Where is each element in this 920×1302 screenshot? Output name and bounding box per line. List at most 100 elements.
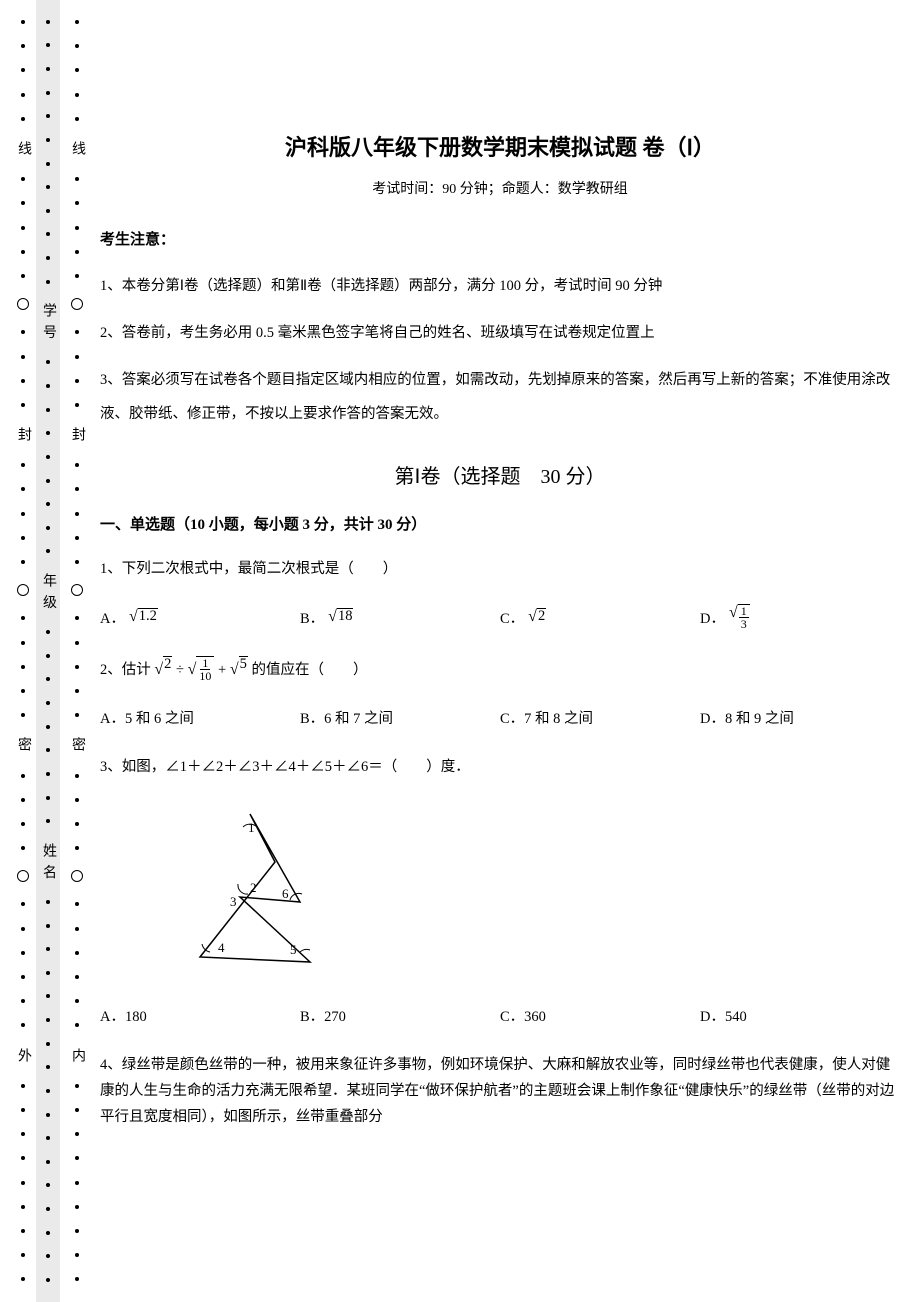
- rail-dot: [75, 665, 79, 669]
- rail-dot: [21, 536, 25, 540]
- rail-dot: [21, 512, 25, 516]
- rail-dot: [75, 379, 79, 383]
- rail-dot: [46, 1231, 50, 1235]
- rail-dot: [46, 91, 50, 95]
- rail-dot: [75, 689, 79, 693]
- rail-label: 线: [13, 141, 33, 157]
- rail-dot: [75, 1277, 79, 1281]
- rail-dot: [21, 1023, 25, 1027]
- question-1-options: A．1.2 B．18 C．2 D．13: [100, 604, 900, 630]
- notice-1: 1、本卷分第Ⅰ卷（选择题）和第Ⅱ卷（非选择题）两部分，满分 100 分，考试时间…: [100, 269, 900, 304]
- rail-dot: [75, 44, 79, 48]
- rail-dot: [46, 526, 50, 530]
- notice-2: 2、答卷前，考生务必用 0.5 毫米黑色签字笔将自己的姓名、班级填写在试卷规定位…: [100, 316, 900, 351]
- rail-dot: [46, 67, 50, 71]
- rail-dot: [46, 1207, 50, 1211]
- exam-content: 沪科版八年级下册数学期末模拟试题 卷（Ⅰ） 考试时间：90 分钟；命题人：数学教…: [100, 130, 900, 1152]
- q2-option-a: A．5 和 6 之间: [100, 707, 300, 728]
- rail-dot: [21, 1181, 25, 1185]
- star-label-4: 4: [218, 940, 225, 955]
- rail-dot: [75, 1181, 79, 1185]
- rail-dot: [46, 924, 50, 928]
- q1-d-den: 3: [739, 618, 749, 630]
- rail-dot: [21, 1205, 25, 1209]
- notice-3: 3、答案必须写在试卷各个题目指定区域内相应的位置，如需改动，先划掉原来的答案，然…: [100, 363, 900, 433]
- rail-dot: [75, 902, 79, 906]
- exam-subtitle: 考试时间：90 分钟；命题人：数学教研组: [100, 178, 900, 198]
- question-3-options: A．180 B．270 C．360 D．540: [100, 1005, 900, 1026]
- rail-circle: [17, 870, 29, 882]
- rail-dot: [75, 250, 79, 254]
- rail-label: 外: [13, 1048, 33, 1064]
- rail-dot: [46, 947, 50, 951]
- q2-sqrt2: 2: [163, 656, 172, 672]
- rail-dot: [75, 616, 79, 620]
- rail-dot: [21, 822, 25, 826]
- rail-dot: [46, 256, 50, 260]
- rail-dot: [21, 927, 25, 931]
- rail-dot: [46, 796, 50, 800]
- rail-dot: [46, 549, 50, 553]
- rail-dot: [75, 975, 79, 979]
- rail-dot: [75, 1132, 79, 1136]
- rail-label: 内: [67, 1048, 87, 1064]
- q3-option-c: C．360: [500, 1005, 700, 1026]
- rail-dot: [21, 117, 25, 121]
- rail-dot: [21, 951, 25, 955]
- rail-circle: [71, 584, 83, 596]
- rail-dot: [46, 138, 50, 142]
- rail-dot: [75, 403, 79, 407]
- q1-option-d: D．13: [700, 604, 900, 630]
- rail-dot: [21, 44, 25, 48]
- rail-dot: [46, 725, 50, 729]
- q2-suffix: 的值应在（ ）: [252, 662, 368, 678]
- rail-circle: [17, 584, 29, 596]
- rail-dot: [21, 330, 25, 334]
- q2-sqrt5: 5: [239, 656, 248, 672]
- notice-heading: 考生注意：: [100, 228, 900, 249]
- rail-label: 年 级: [38, 573, 58, 611]
- rail-dot: [21, 68, 25, 72]
- rail-dot: [21, 355, 25, 359]
- rail-dot: [46, 232, 50, 236]
- rail-dot: [21, 226, 25, 230]
- q2-frac-den: 10: [197, 670, 213, 682]
- rail-dot: [75, 1229, 79, 1233]
- rail-dot: [46, 20, 50, 24]
- binding-rail-outer: 线封密外: [10, 0, 36, 1302]
- rail-dot: [75, 68, 79, 72]
- rail-dot: [46, 114, 50, 118]
- rail-label: 封: [67, 427, 87, 443]
- rail-dot: [46, 677, 50, 681]
- star-label-5: 5: [290, 942, 297, 957]
- rail-circle: [17, 298, 29, 310]
- rail-dot: [46, 408, 50, 412]
- rail-dot: [46, 630, 50, 634]
- rail-dot: [75, 798, 79, 802]
- rail-dot: [75, 927, 79, 931]
- rail-dot: [46, 360, 50, 364]
- rail-dot: [21, 1108, 25, 1112]
- rail-dot: [75, 1205, 79, 1209]
- rail-dot: [75, 1023, 79, 1027]
- rail-dot: [21, 689, 25, 693]
- rail-dot: [46, 479, 50, 483]
- arc-5: [300, 950, 310, 953]
- rail-label: 姓 名: [38, 843, 58, 881]
- rail-dot: [46, 1278, 50, 1282]
- rail-circle: [71, 870, 83, 882]
- rail-label: 学 号: [38, 303, 58, 341]
- binding-rail-middle: 学 号年 级姓 名: [36, 0, 60, 1302]
- rail-dot: [21, 1253, 25, 1257]
- rail-dot: [21, 177, 25, 181]
- rail-dot: [21, 665, 25, 669]
- rail-dot: [21, 713, 25, 717]
- question-4-stem: 4、绿丝带是颜色丝带的一种，被用来象征许多事物，例如环境保护、大麻和解放农业等，…: [100, 1052, 900, 1130]
- q2-option-c: C．7 和 8 之间: [500, 707, 700, 728]
- rail-dot: [21, 20, 25, 24]
- rail-dot: [75, 201, 79, 205]
- rail-dot: [21, 641, 25, 645]
- rail-dot: [21, 463, 25, 467]
- rail-dot: [21, 250, 25, 254]
- rail-label: 线: [67, 141, 87, 157]
